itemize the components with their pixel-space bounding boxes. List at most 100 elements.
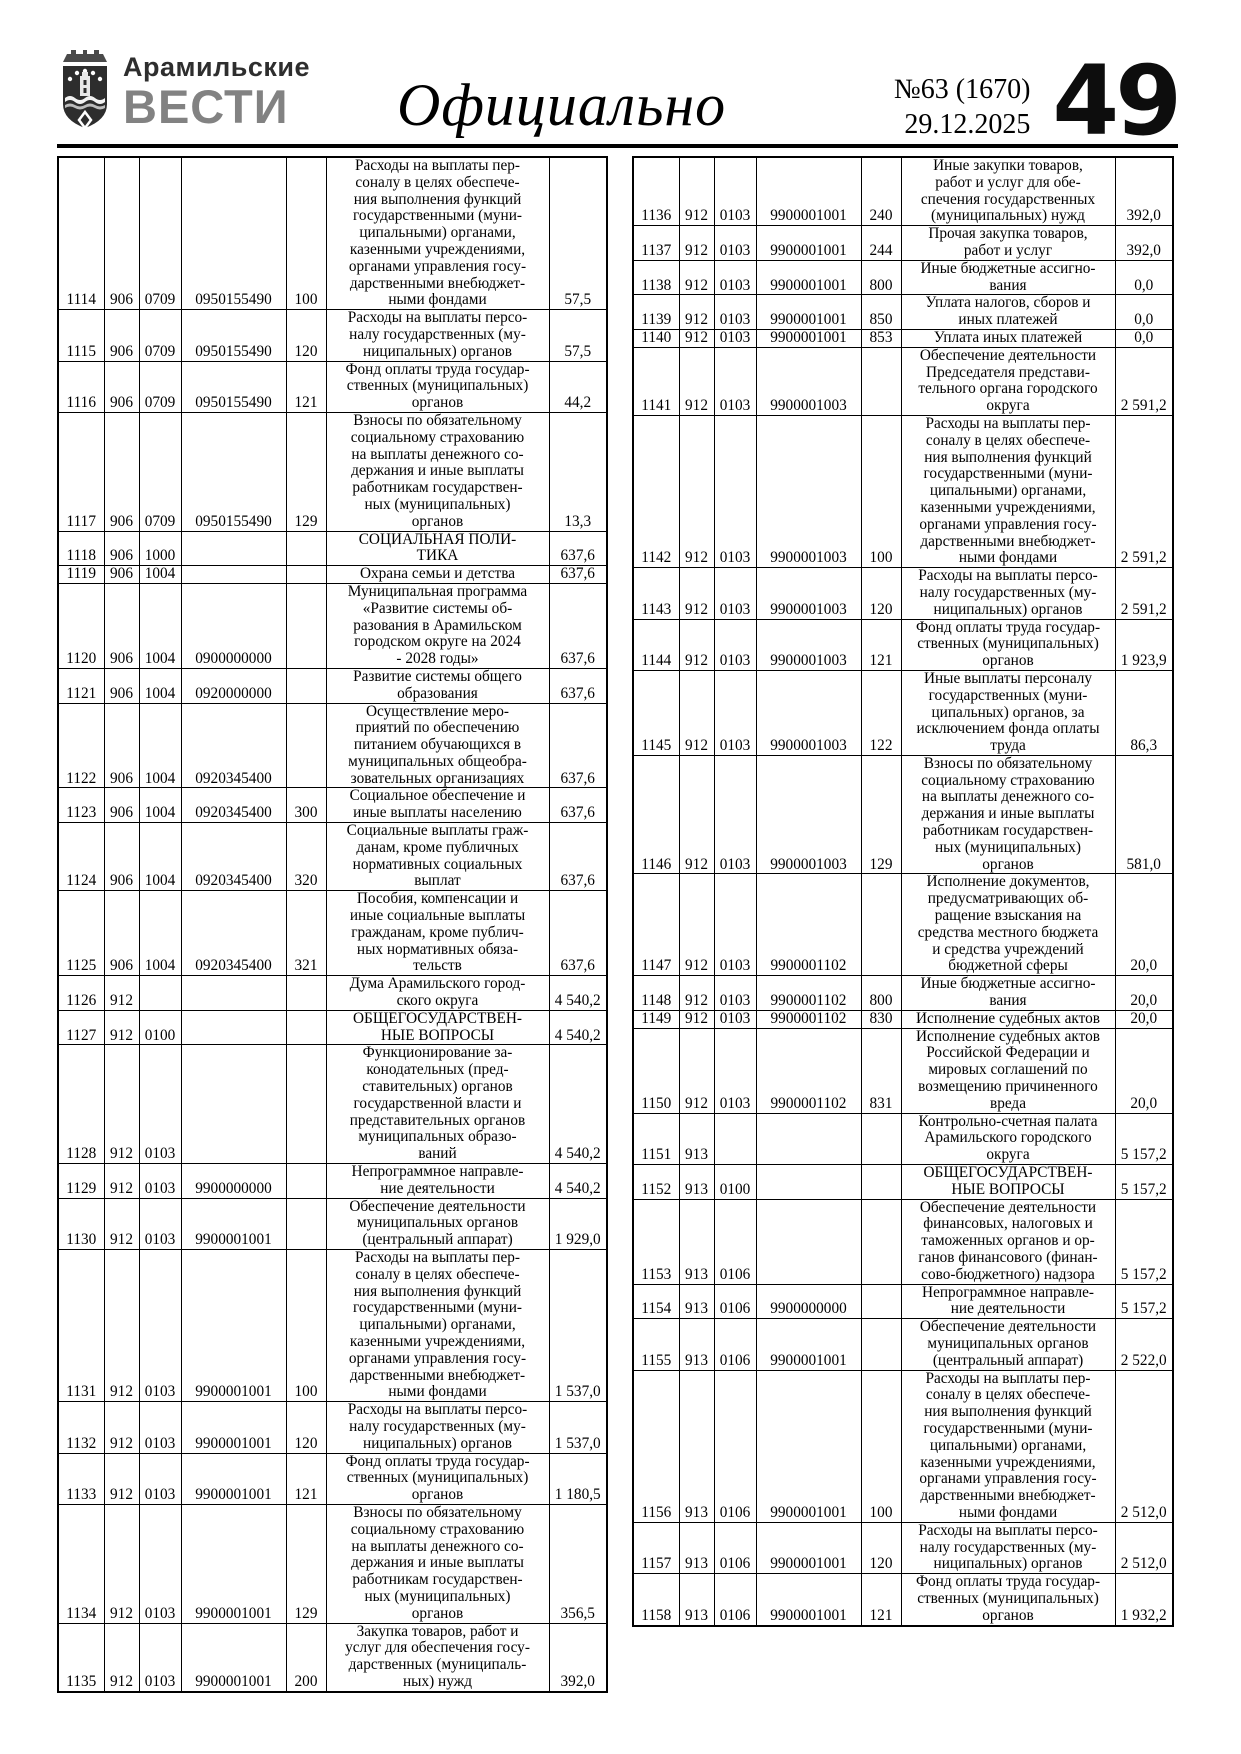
expense-type-cell [860, 346, 902, 416]
target-article-cell: 0950155490 [180, 309, 287, 362]
row-number-cell: 1157 [632, 1521, 680, 1575]
grbs-code-cell: 912 [103, 1248, 140, 1403]
expense-name-cell: Обеспечение деятельности финансовых, нал… [900, 1198, 1116, 1285]
target-article-cell [755, 1164, 862, 1200]
issue-date: 29.12.2025 [904, 109, 1031, 140]
row-number-cell: 1149 [632, 1009, 680, 1029]
amount-cell: 1 180,5 [548, 1452, 608, 1505]
grbs-code-cell: 912 [678, 259, 715, 296]
expense-name-cell: ОБЩЕГОСУДАРСТВЕН- НЫЕ ВОПРОСЫ [325, 1009, 550, 1046]
row-number-cell: 1125 [57, 890, 105, 977]
target-article-cell: 9900001001 [755, 294, 862, 330]
expense-type-cell [285, 1197, 327, 1251]
expense-type-cell: 120 [285, 1401, 327, 1454]
row-number-cell: 1115 [57, 309, 105, 362]
row-number-cell: 1120 [57, 582, 105, 669]
row-number-cell: 1146 [632, 754, 680, 875]
section-code-cell [713, 1112, 757, 1166]
grbs-code-cell: 906 [103, 890, 140, 977]
expense-name-cell: Расходы на выплаты персо- налу государст… [325, 1401, 550, 1454]
amount-cell: 5 157,2 [1114, 1112, 1174, 1166]
section-code-cell: 0106 [713, 1198, 757, 1285]
amount-cell: 4 540,2 [548, 975, 608, 1011]
row-number-cell: 1132 [57, 1401, 105, 1454]
amount-cell: 1 923,9 [1114, 618, 1174, 671]
section-code-cell: 0106 [713, 1521, 757, 1575]
target-article-cell: 9900001003 [755, 618, 862, 671]
row-number-cell: 1114 [57, 156, 105, 311]
expense-name-cell: Обеспечение деятельности муниципальных о… [325, 1197, 550, 1251]
budget-row: 1138 912 0103 9900001001 800 Иные бюджетные а… [632, 259, 1174, 296]
expense-type-cell: 129 [285, 411, 327, 532]
row-number-cell: 1155 [632, 1318, 680, 1371]
expense-type-cell: 129 [860, 754, 902, 875]
target-article-cell: 0920345400 [180, 822, 287, 892]
budget-row: 1131 912 0103 9900001001 100 Расходы на выпла… [57, 1248, 608, 1403]
budget-row: 1117 906 0709 0950155490 129 Взносы по обязат… [57, 411, 608, 532]
expense-type-cell [285, 530, 327, 567]
grbs-code-cell: 912 [678, 156, 715, 227]
expense-type-cell: 121 [860, 1573, 902, 1627]
newspaper-logo: Арамильские ВЕСТИ [57, 46, 349, 139]
expense-name-cell: Иные бюджетные ассигно- вания [900, 259, 1116, 296]
row-number-cell: 1121 [57, 667, 105, 704]
expense-type-cell [285, 702, 327, 789]
budget-row: 1127 912 0100 ОБЩЕГОСУДАРСТВЕН- НЫЕ ВОПРОСЫ… [57, 1009, 608, 1046]
target-article-cell: 9900001003 [755, 669, 862, 756]
amount-cell: 1 537,0 [548, 1401, 608, 1454]
amount-cell: 1 929,0 [548, 1197, 608, 1251]
grbs-code-cell: 912 [103, 975, 140, 1011]
section-code-cell: 1004 [138, 702, 182, 789]
section-code-cell: 0709 [138, 360, 182, 413]
section-code-cell: 0106 [713, 1573, 757, 1627]
expense-type-cell: 120 [860, 567, 902, 620]
budget-row: 1147 912 0103 9900001102 Исполнение документ… [632, 873, 1174, 977]
target-article-cell: 9900000000 [755, 1283, 862, 1320]
grbs-code-cell: 912 [103, 1009, 140, 1046]
section-code-cell: 0103 [138, 1248, 182, 1403]
expense-type-cell [285, 565, 327, 584]
expense-type-cell: 850 [860, 294, 902, 330]
target-article-cell: 0920345400 [180, 787, 287, 824]
target-article-cell: 9900001003 [755, 346, 862, 416]
expense-name-cell: Расходы на выплаты пер- соналу в целях о… [900, 1369, 1116, 1523]
amount-cell: 57,5 [548, 156, 608, 311]
row-number-cell: 1153 [632, 1198, 680, 1285]
section-code-cell: 0103 [713, 1027, 757, 1114]
section-code-cell: 0103 [138, 1452, 182, 1505]
amount-cell: 5 157,2 [1114, 1198, 1174, 1285]
amount-cell: 2 591,2 [1114, 346, 1174, 416]
section-code-cell: 1004 [138, 667, 182, 704]
grbs-code-cell: 912 [678, 346, 715, 416]
expense-type-cell: 240 [860, 156, 902, 227]
amount-cell: 0,0 [1114, 328, 1174, 348]
section-title: Официально [397, 72, 727, 138]
expense-name-cell: Дума Арамильского город- ского округа [325, 975, 550, 1011]
budget-row: 1135 912 0103 9900001001 200 Закупка товаров,… [57, 1622, 608, 1693]
target-article-cell: 9900001102 [755, 1009, 862, 1029]
row-number-cell: 1145 [632, 669, 680, 756]
budget-row: 1151 913 Контрольно-счетная палата Арамиль… [632, 1112, 1174, 1166]
coat-of-arms-icon [57, 46, 113, 139]
target-article-cell: 9900001001 [755, 1573, 862, 1627]
section-code-cell: 0103 [713, 975, 757, 1011]
target-article-cell: 0950155490 [180, 360, 287, 413]
expense-name-cell: Исполнение судебных актов [900, 1009, 1116, 1029]
amount-cell: 2 591,2 [1114, 567, 1174, 620]
budget-row: 1123 906 1004 0920345400 300 Социальное обесп… [57, 787, 608, 824]
newspaper-page: Арамильские ВЕСТИ Официально №63 (1670) … [57, 44, 1182, 1693]
budget-row: 1133 912 0103 9900001001 121 Фонд оплаты труд… [57, 1452, 608, 1505]
section-code-cell: 0103 [713, 259, 757, 296]
budget-row: 1144 912 0103 9900001003 121 Фонд оплаты труд… [632, 618, 1174, 671]
budget-row: 1125 906 1004 0920345400 321 Пособия, компенс… [57, 890, 608, 977]
expense-type-cell: 200 [285, 1622, 327, 1693]
expense-name-cell: Фонд оплаты труда государ- ственных (мун… [325, 360, 550, 413]
budget-row: 1155 913 0106 9900001001 Обеспечение деятель… [632, 1318, 1174, 1371]
page-number: 49 [1052, 44, 1182, 157]
expense-type-cell [860, 1164, 902, 1200]
row-number-cell: 1122 [57, 702, 105, 789]
expense-name-cell: Уплата налогов, сборов и иных платежей [900, 294, 1116, 330]
target-article-cell: 0950155490 [180, 156, 287, 311]
budget-row: 1119 906 1004 Охрана семьи и детства 637,6 [57, 565, 608, 584]
section-code-cell: 0103 [138, 1622, 182, 1693]
